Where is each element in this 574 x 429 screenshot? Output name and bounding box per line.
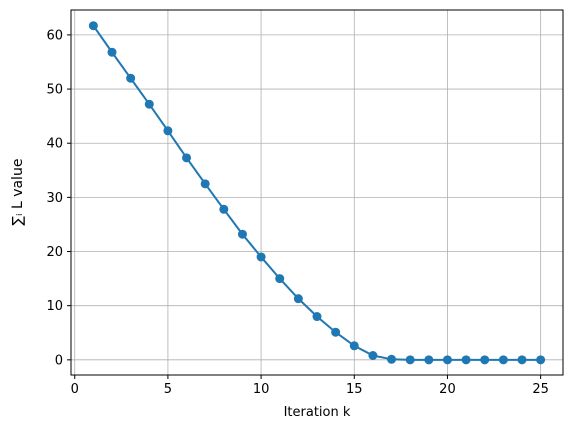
point xyxy=(442,355,452,365)
point xyxy=(144,99,154,109)
point xyxy=(331,327,341,337)
point xyxy=(387,354,397,364)
point xyxy=(368,351,378,361)
point xyxy=(517,355,527,365)
y-tick-label: 20 xyxy=(46,245,63,260)
point xyxy=(461,355,471,365)
point xyxy=(163,126,173,136)
series-line xyxy=(92,25,541,361)
point xyxy=(480,355,490,365)
x-tick-label: 0 xyxy=(71,382,79,397)
x-tick-label: 10 xyxy=(253,382,270,397)
point xyxy=(498,355,508,365)
x-tick-label: 20 xyxy=(439,382,456,397)
point xyxy=(219,204,229,214)
point xyxy=(107,47,117,57)
point xyxy=(349,341,359,351)
x-tick-label: 5 xyxy=(164,382,172,397)
x-tick-label: 15 xyxy=(346,382,363,397)
point xyxy=(88,21,98,31)
y-tick-label: 40 xyxy=(46,137,63,152)
point xyxy=(312,312,322,322)
point xyxy=(182,153,192,163)
point xyxy=(293,294,303,304)
y-tick-label: 0 xyxy=(55,353,63,368)
point xyxy=(275,274,285,284)
y-tick-label: 30 xyxy=(46,191,63,206)
point xyxy=(405,355,415,365)
point xyxy=(536,355,546,365)
x-axis-label: Iteration k xyxy=(284,405,351,420)
point xyxy=(424,355,434,365)
point xyxy=(126,73,136,83)
y-tick-label: 10 xyxy=(46,299,63,314)
y-axis-label: ∑ᵢ L value xyxy=(10,159,26,226)
x-tick-label: 25 xyxy=(532,382,549,397)
point xyxy=(200,179,210,189)
point xyxy=(237,229,247,239)
plot-frame xyxy=(70,9,564,376)
y-tick-label: 50 xyxy=(46,83,63,98)
point xyxy=(256,252,266,262)
y-tick-label: 60 xyxy=(46,28,63,43)
